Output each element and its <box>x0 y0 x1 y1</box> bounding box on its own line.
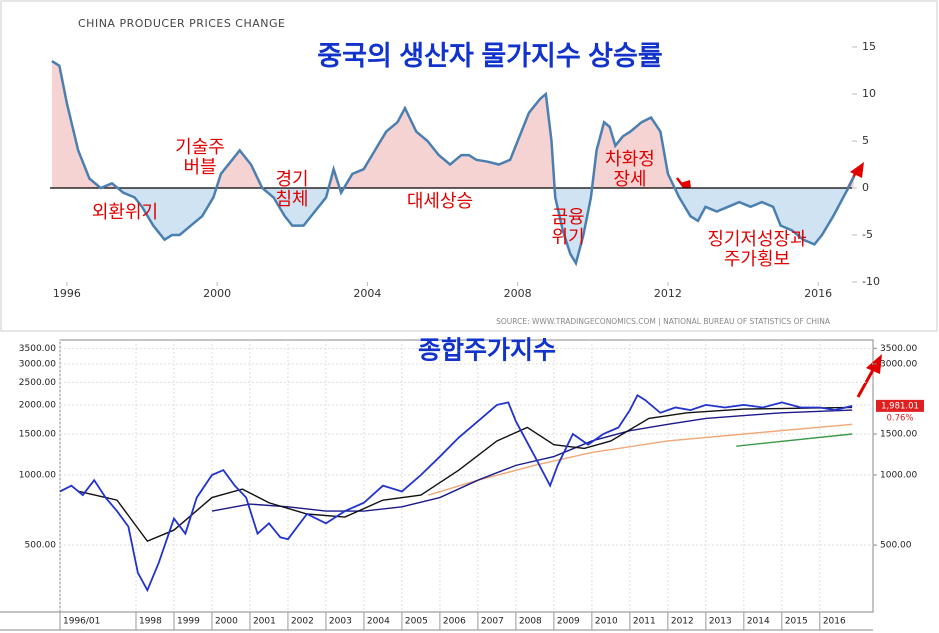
line <box>736 433 853 447</box>
y-tick-label: -10 <box>862 275 880 288</box>
y2-tick-label: 1500.00 <box>880 429 917 439</box>
x-tick-label: 1996 <box>53 287 81 300</box>
x-tick-label: 2005 <box>405 617 428 627</box>
arrow-head <box>850 162 864 178</box>
annotation: 버블 <box>183 157 216 177</box>
y2-tick-label: 500.00 <box>880 541 912 551</box>
y-tick-label: 0 <box>862 181 869 194</box>
x-tick-label: 1999 <box>177 617 200 627</box>
annotation: 경기 <box>275 169 308 189</box>
x-tick-label: 2007 <box>481 617 504 627</box>
x-tick-label: 2012 <box>654 287 682 300</box>
y-tick-label: 3000.00 <box>19 359 56 369</box>
annotation: 주가횡보 <box>724 249 790 269</box>
line <box>59 393 853 593</box>
area-positive <box>51 61 854 188</box>
x-tick-label: 2000 <box>203 287 231 300</box>
y-tick-label: 5 <box>862 134 869 147</box>
x-tick-label: 2009 <box>557 617 580 627</box>
source-note: SOURCE: WWW.TRADINGECONOMICS.COM | NATIO… <box>496 317 831 326</box>
last-change-label: 0.76% <box>886 413 913 423</box>
x-tick-label: 2002 <box>291 617 314 627</box>
y-tick-label: 2500.00 <box>19 378 56 388</box>
annotation: 차화정 <box>605 149 655 169</box>
y-tick-label: 500.00 <box>25 541 57 551</box>
annotation: 징기저성장과 <box>707 229 806 249</box>
y-tick-label: 15 <box>862 40 876 53</box>
annotation: 장세 <box>613 169 646 189</box>
x-tick-label: 2013 <box>709 617 732 627</box>
line <box>78 406 853 542</box>
annotation: 대세상승 <box>407 191 473 211</box>
y-tick-label: 3500.00 <box>19 344 56 354</box>
annotation: 기술주 <box>175 137 225 157</box>
chart-title: 종합주가지수 <box>418 337 556 365</box>
x-tick-label: 2014 <box>747 617 770 627</box>
x-tick-label: 2011 <box>633 617 656 627</box>
x-tick-label: 2006 <box>443 617 466 627</box>
annotation: 침체 <box>275 189 308 209</box>
line <box>51 60 855 267</box>
x-tick-label: 2016 <box>804 287 832 300</box>
annotation: 외환위기 <box>92 202 158 222</box>
y-tick-label: -5 <box>862 228 873 241</box>
line <box>211 409 853 512</box>
chart-subtitle: 중국의 생산자 물가지수 상승률 <box>317 41 662 71</box>
x-tick-label: 2016 <box>823 617 846 627</box>
y2-tick-label: 1000.00 <box>880 470 917 480</box>
x-tick-label: 2010 <box>595 617 618 627</box>
y-tick-label: 2000.00 <box>19 400 56 410</box>
x-tick-label: 2004 <box>353 287 381 300</box>
x-tick-label: 1998 <box>139 617 162 627</box>
annotation: 위기 <box>551 227 584 247</box>
x-tick-label: 2003 <box>329 617 352 627</box>
last-value-label: 1,981.01 <box>881 401 919 411</box>
x-tick-label: 2012 <box>671 617 694 627</box>
x-tick-label: 1996/01 <box>63 617 100 627</box>
x-tick-label: 2000 <box>215 617 238 627</box>
y-tick-label: 1000.00 <box>19 470 56 480</box>
annotation: 금융 <box>551 207 584 227</box>
x-tick-label: 2008 <box>504 287 532 300</box>
x-tick-label: 2004 <box>367 617 390 627</box>
last-value-box <box>876 399 924 412</box>
x-tick-label: 2015 <box>785 617 808 627</box>
y2-tick-label: 3500.00 <box>880 344 917 354</box>
y-tick-label: 1500.00 <box>19 429 56 439</box>
y2-tick-label: 3000.00 <box>880 359 917 369</box>
x-tick-label: 2008 <box>519 617 542 627</box>
chart-title: CHINA PRODUCER PRICES CHANGE <box>78 17 285 30</box>
bottom-plot-frame <box>59 339 874 613</box>
y-tick-label: 10 <box>862 87 876 100</box>
x-tick-label: 2001 <box>253 617 276 627</box>
